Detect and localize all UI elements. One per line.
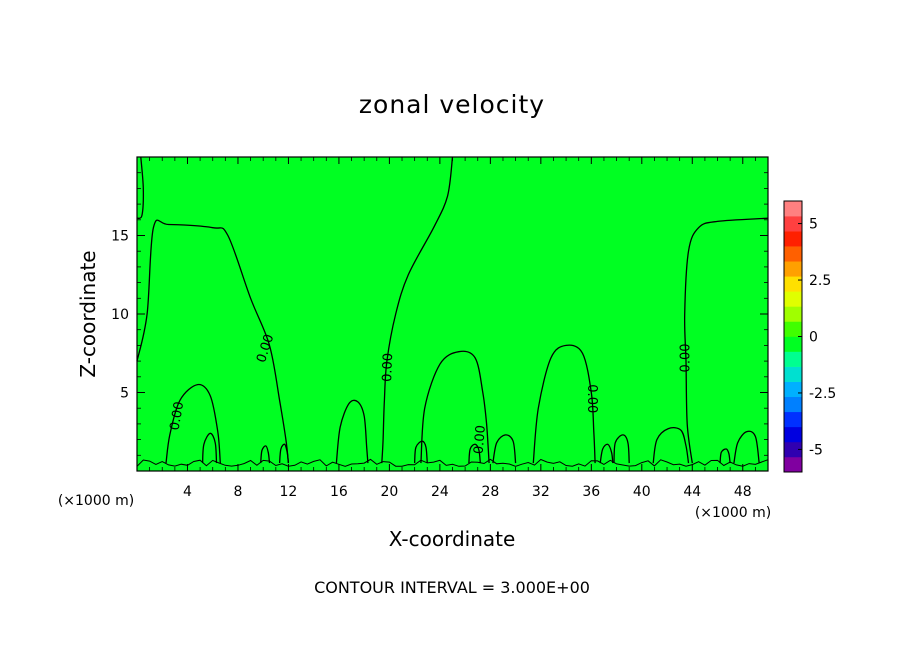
colorbar-segment (784, 261, 802, 277)
y-tick-label: 5 (120, 386, 129, 402)
x-tick-label: 16 (330, 484, 348, 500)
y-tick-label: 10 (111, 307, 129, 323)
x-tick-label: 48 (734, 484, 752, 500)
zero-contour-7 (335, 399, 369, 464)
x-tick-label: 4 (183, 484, 192, 500)
contour-lines (136, 156, 769, 468)
x-tick-label: 20 (380, 484, 398, 500)
colorbar-tick-label: 2.5 (809, 273, 831, 289)
colorbar-segment (784, 351, 802, 367)
colorbar-segment (784, 291, 802, 307)
zero-contour-6 (165, 383, 221, 464)
y-tick-label: 15 (111, 229, 129, 245)
zero-contour-13 (613, 434, 630, 464)
zero-contour-4 (420, 350, 490, 464)
y-unit-label: (×1000 m) (695, 505, 771, 521)
colorbar-segment (784, 201, 802, 217)
colorbar-segment (784, 336, 802, 352)
zero-contour-11 (201, 432, 218, 464)
colorbar-segment (784, 396, 802, 413)
colorbar-tick-label: -5 (809, 442, 823, 458)
x-axis-ticks: 4 8 12 16 20 24 28 32 36 40 44 48 (149, 157, 756, 500)
colorbar-segment (784, 441, 802, 458)
y-axis-ticks: 5 10 15 (111, 172, 768, 456)
colorbar: 5 2.5 0 -2.5 -5 (783, 200, 836, 473)
zero-contour-16 (278, 443, 290, 464)
contour-label: 0.00 (678, 343, 693, 372)
plot-area (137, 157, 768, 471)
zero-contour-17 (468, 443, 481, 464)
x-tick-label: 24 (431, 484, 449, 500)
colorbar-segment (784, 381, 802, 398)
x-tick-label: 12 (280, 484, 298, 500)
colorbar-segment (784, 246, 802, 262)
zero-contour-14 (413, 440, 428, 464)
zero-contour-0 (136, 219, 290, 464)
x-tick-label: 40 (633, 484, 651, 500)
x-tick-label: 32 (532, 484, 550, 500)
chart-title: zonal velocity (359, 90, 545, 119)
zero-contour-5 (532, 344, 596, 464)
y-axis-label: Z-coordinate (76, 250, 100, 377)
colorbar-segment (784, 216, 802, 232)
contour-label: 0.00 (584, 384, 599, 413)
x-tick-label: 44 (683, 484, 701, 500)
colorbar-tick-label: 5 (809, 217, 818, 233)
x-tick-label: 36 (582, 484, 600, 500)
zero-contour-9 (492, 434, 517, 464)
zero-contour-1 (136, 156, 144, 219)
zero-contour-10 (733, 430, 760, 464)
zero-contour-8 (652, 426, 690, 464)
colorbar-segment (784, 306, 802, 322)
surface-layer-contours (136, 458, 769, 468)
colorbar-segment (784, 276, 802, 292)
zero-contour-18 (719, 448, 731, 464)
colorbar-tick-label: -2.5 (809, 386, 836, 402)
contour-interval-note: CONTOUR INTERVAL = 3.000E+00 (314, 578, 590, 597)
colorbar-segment (784, 231, 802, 247)
zero-contour-15 (260, 445, 271, 464)
x-tick-label: 8 (233, 484, 242, 500)
colorbar-segment (784, 426, 802, 443)
zero-contour-2 (381, 156, 454, 464)
contour-label: 0.00 (472, 425, 489, 455)
colorbar-segment (784, 411, 802, 428)
contour-label: 0.00 (167, 400, 187, 431)
colorbar-tick-label: 0 (809, 330, 818, 346)
contour-label: 0.00 (380, 353, 396, 382)
x-unit-label: (×1000 m) (58, 493, 134, 509)
zero-contour-3 (683, 217, 769, 464)
colorbar-segment (784, 321, 802, 337)
zero-contour-12 (599, 443, 614, 464)
x-tick-label: 28 (481, 484, 499, 500)
colorbar-segment (784, 456, 802, 473)
colorbar-segment (784, 366, 802, 382)
x-axis-label: X-coordinate (389, 527, 516, 551)
